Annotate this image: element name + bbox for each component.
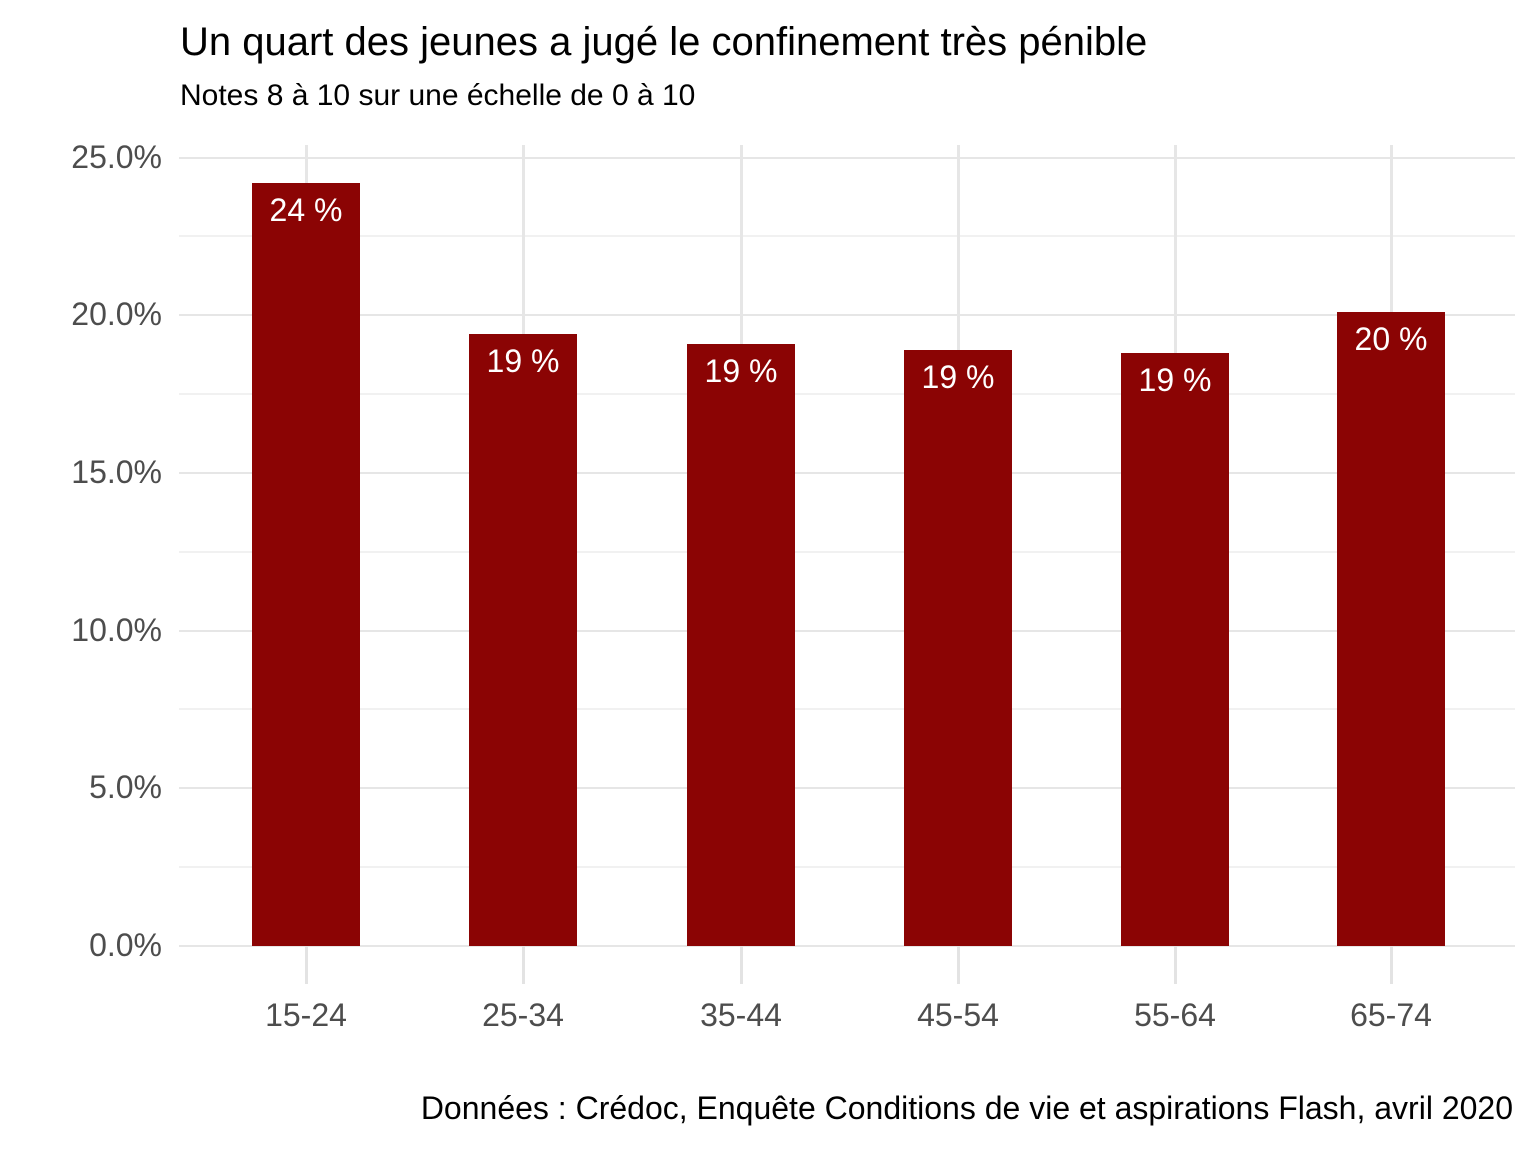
bar-value-label: 19 % (921, 358, 995, 395)
gridline-minor (179, 866, 1515, 869)
x-axis-label: 15-24 (265, 997, 347, 1033)
plot-panel: 24 % 19 % 19 % 19 % 19 % 20 % (179, 145, 1515, 947)
bar-25-34: 19 % (469, 334, 577, 946)
bar-value-label: 19 % (1138, 362, 1212, 399)
bar-15-24: 24 % (252, 182, 360, 946)
gridline-major (179, 629, 1515, 632)
x-axis-label: 25-34 (482, 997, 564, 1033)
bar-value-label: 19 % (486, 343, 560, 380)
gridline-minor (179, 708, 1515, 711)
gridline-major (179, 787, 1515, 790)
x-axis-label: 55-64 (1134, 997, 1216, 1033)
chart-caption: Données : Crédoc, Enquête Conditions de … (420, 1090, 1513, 1126)
gridline-minor (179, 393, 1515, 396)
x-axis-tick (1174, 946, 1177, 984)
x-axis-label: 45-54 (917, 997, 999, 1033)
gridline-major (179, 156, 1515, 159)
y-axis-label: 0.0% (89, 927, 162, 963)
x-axis-tick (522, 946, 525, 984)
bar-value-label: 20 % (1354, 321, 1428, 358)
gridline-major (179, 471, 1515, 474)
x-axis-label: 65-74 (1350, 997, 1432, 1033)
bar-value-label: 24 % (269, 191, 343, 228)
y-axis-label: 5.0% (89, 769, 162, 806)
y-axis-label: 20.0% (71, 296, 162, 333)
bar-35-44: 19 % (687, 343, 795, 946)
x-axis-tick (305, 946, 308, 984)
bar-65-74: 20 % (1337, 312, 1445, 946)
x-axis-label: 35-44 (700, 997, 782, 1033)
x-axis-tick (1390, 946, 1393, 984)
chart-subtitle: Notes 8 à 10 sur une échelle de 0 à 10 (180, 79, 696, 112)
bar-value-label: 19 % (704, 352, 778, 389)
y-axis-label: 25.0% (71, 138, 162, 175)
bar-55-64: 19 % (1121, 353, 1229, 946)
x-axis-tick (957, 946, 960, 984)
gridline-major (179, 945, 1515, 947)
gridline-minor (179, 235, 1515, 238)
bar-45-54: 19 % (904, 349, 1012, 946)
chart-title: Un quart des jeunes a jugé le confinemen… (180, 20, 1148, 64)
y-axis-label: 10.0% (71, 611, 162, 648)
gridline-minor (179, 550, 1515, 553)
x-axis-tick (740, 946, 743, 984)
y-axis-label: 15.0% (71, 453, 162, 490)
gridline-major (179, 314, 1515, 317)
